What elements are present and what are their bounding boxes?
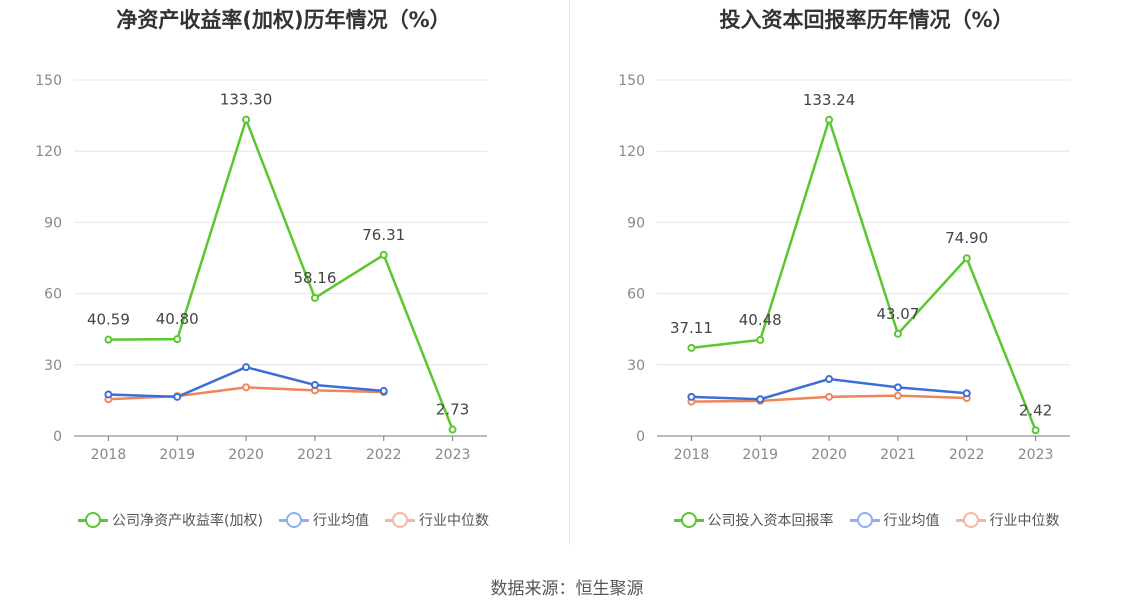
legend-marker-icon [384, 512, 415, 528]
data-point [687, 392, 696, 401]
y-tick-label: 150 [618, 73, 645, 89]
legend-item-company[interactable]: 公司净资产收益率(加权) [78, 510, 263, 530]
data-point [893, 383, 902, 392]
roic-chart-panel: 投入资本回报率历年情况（%） 0 30 60 90 120 150 2018 2019 2020… [583, 0, 1134, 550]
legend-label: 公司净资产收益率(加权) [112, 513, 263, 529]
chart-title: 投入资本回报率历年情况（%） [719, 8, 1014, 32]
panel-divider [569, 0, 570, 545]
y-tick-label: 60 [44, 287, 62, 303]
data-point [379, 250, 388, 259]
data-point [825, 375, 834, 384]
series-line [108, 118, 454, 430]
legend-item-industry-mean[interactable]: 行业均值 [278, 510, 369, 530]
chart-legend: 公司净资产收益率(加权) 行业均值 行业中位数 [0, 510, 567, 530]
legend-label: 行业中位数 [418, 513, 489, 529]
y-tick-label: 90 [627, 215, 645, 231]
roic-line-chart: 0 30 60 90 120 150 2018 2019 2020 2021 2022 2023 37.… [618, 73, 1070, 463]
y-tick-label: 90 [44, 215, 62, 231]
legend-label: 公司投入资本回报率 [707, 513, 834, 529]
data-point [756, 335, 765, 344]
y-tick-label: 120 [35, 144, 62, 160]
x-tick-label: 2018 [674, 447, 710, 463]
data-point [379, 386, 388, 395]
data-point [104, 335, 113, 344]
data-source: 数据来源：恒生聚源 [490, 579, 644, 599]
data-label: 40.59 [87, 311, 130, 329]
data-label: 37.11 [670, 319, 713, 337]
legend-item-industry-mean[interactable]: 行业均值 [849, 510, 940, 530]
data-point [310, 293, 319, 302]
x-tick-label: 2019 [742, 447, 778, 463]
data-point [756, 395, 765, 404]
y-tick-label: 60 [627, 287, 645, 303]
x-tick-label: 2018 [91, 447, 127, 463]
x-tick-label: 2021 [297, 447, 333, 463]
chart-legend: 公司投入资本回报率 行业均值 行业中位数 [583, 510, 1134, 530]
data-point [825, 115, 834, 124]
x-tick-label: 2021 [880, 447, 916, 463]
y-tick-label: 30 [627, 358, 645, 374]
legend-item-industry-median[interactable]: 行业中位数 [955, 510, 1060, 530]
data-point [242, 383, 251, 392]
y-tick-label: 120 [618, 144, 645, 160]
y-tick-label: 0 [53, 429, 62, 445]
legend-marker-icon [278, 512, 309, 528]
legend-label: 行业均值 [883, 513, 940, 529]
data-point [825, 392, 834, 401]
legend-marker-icon [955, 512, 986, 528]
data-point [962, 389, 971, 398]
series-line [691, 118, 1037, 431]
data-label: 2.73 [436, 401, 469, 419]
legend-marker-icon [78, 512, 109, 528]
y-tick-label: 150 [35, 73, 62, 89]
data-point [893, 329, 902, 338]
x-tick-label: 2022 [949, 447, 985, 463]
legend-marker-icon [849, 512, 880, 528]
data-point [104, 390, 113, 399]
x-tick-label: 2022 [366, 447, 402, 463]
data-label: 76.31 [362, 226, 405, 244]
data-label: 133.24 [803, 91, 856, 109]
data-label: 43.07 [876, 305, 919, 323]
data-label: 133.30 [220, 91, 273, 109]
x-tick-label: 2020 [811, 447, 847, 463]
data-point [242, 115, 251, 124]
data-point [242, 363, 251, 372]
y-tick-label: 30 [44, 358, 62, 374]
data-point [893, 391, 902, 400]
x-tick-label: 2019 [159, 447, 195, 463]
legend-item-company[interactable]: 公司投入资本回报率 [673, 510, 834, 530]
legend-label: 行业中位数 [989, 513, 1060, 529]
data-point [1031, 426, 1040, 435]
legend-item-industry-median[interactable]: 行业中位数 [384, 510, 489, 530]
data-label: 74.90 [945, 229, 988, 247]
roe-chart-panel: 净资产收益率(加权)历年情况（%） 0 30 60 90 120 150 2018 2019 2… [0, 0, 567, 550]
legend-marker-icon [673, 512, 704, 528]
data-label: 40.80 [156, 310, 199, 328]
data-label: 40.48 [739, 311, 782, 329]
x-tick-label: 2023 [435, 447, 471, 463]
data-point [448, 425, 457, 434]
data-label: 2.42 [1019, 401, 1052, 419]
x-tick-label: 2023 [1018, 447, 1054, 463]
data-point [962, 254, 971, 263]
legend-label: 行业均值 [312, 513, 369, 529]
chart-title: 净资产收益率(加权)历年情况（%） [116, 8, 451, 32]
roe-line-chart: 0 30 60 90 120 150 2018 2019 2020 2021 2022 2023 40.… [35, 73, 487, 463]
data-point [173, 392, 182, 401]
data-point [687, 343, 696, 352]
x-tick-label: 2020 [228, 447, 264, 463]
data-point [310, 380, 319, 389]
series-line [108, 365, 384, 399]
data-point [173, 335, 182, 344]
y-tick-label: 0 [636, 429, 645, 445]
data-label: 58.16 [293, 269, 336, 287]
